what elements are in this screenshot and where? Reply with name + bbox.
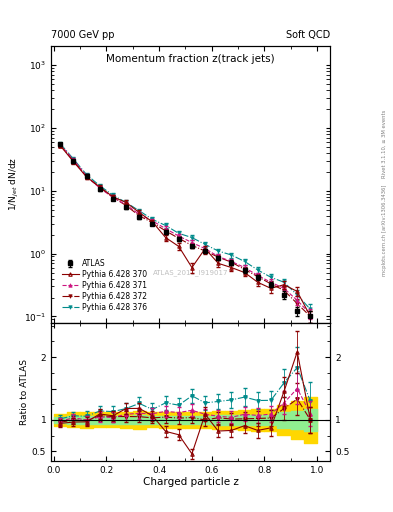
Pythia 6.428 371	[189, 240, 194, 246]
Pythia 6.428 371	[176, 233, 181, 239]
Pythia 6.428 371	[84, 173, 89, 179]
Pythia 6.428 370	[203, 246, 208, 252]
Text: mcplots.cern.ch [arXiv:1306.3436]: mcplots.cern.ch [arXiv:1306.3436]	[382, 185, 387, 276]
Pythia 6.428 371	[242, 265, 247, 271]
Pythia 6.428 370	[282, 282, 286, 288]
Pythia 6.428 370	[176, 243, 181, 249]
Y-axis label: Ratio to ATLAS: Ratio to ATLAS	[20, 359, 29, 424]
Pythia 6.428 371	[308, 311, 313, 317]
Pythia 6.428 371	[282, 285, 286, 291]
X-axis label: Charged particle z: Charged particle z	[143, 477, 239, 487]
Pythia 6.428 372	[97, 184, 102, 190]
Pythia 6.428 372	[176, 235, 181, 241]
Pythia 6.428 376	[203, 241, 208, 247]
Pythia 6.428 370	[84, 174, 89, 180]
Pythia 6.428 371	[110, 195, 115, 201]
Pythia 6.428 372	[216, 254, 220, 260]
Pythia 6.428 372	[150, 220, 155, 226]
Pythia 6.428 370	[308, 313, 313, 319]
Line: Pythia 6.428 371: Pythia 6.428 371	[59, 143, 312, 315]
Pythia 6.428 370	[255, 279, 260, 285]
Pythia 6.428 372	[268, 281, 273, 287]
Pythia 6.428 372	[203, 248, 208, 254]
Text: 7000 GeV pp: 7000 GeV pp	[51, 30, 115, 40]
Pythia 6.428 370	[110, 194, 115, 200]
Pythia 6.428 371	[137, 211, 141, 218]
Pythia 6.428 372	[295, 301, 299, 307]
Pythia 6.428 371	[58, 142, 62, 148]
Pythia 6.428 371	[268, 279, 273, 285]
Pythia 6.428 372	[124, 203, 129, 209]
Pythia 6.428 371	[71, 157, 76, 163]
Pythia 6.428 370	[189, 265, 194, 271]
Pythia 6.428 376	[84, 172, 89, 178]
Pythia 6.428 372	[282, 287, 286, 293]
Pythia 6.428 371	[255, 272, 260, 279]
Pythia 6.428 372	[110, 194, 115, 200]
Pythia 6.428 370	[229, 265, 234, 271]
Text: Rivet 3.1.10, ≥ 3M events: Rivet 3.1.10, ≥ 3M events	[382, 109, 387, 178]
Text: Momentum fraction z(track jets): Momentum fraction z(track jets)	[106, 54, 275, 65]
Pythia 6.428 370	[71, 159, 76, 165]
Pythia 6.428 371	[203, 246, 208, 252]
Text: ATLAS_2011_I919017: ATLAS_2011_I919017	[153, 269, 228, 276]
Pythia 6.428 372	[255, 273, 260, 280]
Pythia 6.428 376	[163, 222, 168, 228]
Pythia 6.428 371	[229, 259, 234, 265]
Pythia 6.428 376	[124, 200, 129, 206]
Legend: ATLAS, Pythia 6.428 370, Pythia 6.428 371, Pythia 6.428 372, Pythia 6.428 376: ATLAS, Pythia 6.428 370, Pythia 6.428 37…	[59, 256, 150, 315]
Line: Pythia 6.428 376: Pythia 6.428 376	[59, 142, 312, 311]
Pythia 6.428 376	[137, 208, 141, 214]
Pythia 6.428 372	[229, 259, 234, 265]
Pythia 6.428 370	[97, 184, 102, 190]
Pythia 6.428 372	[163, 228, 168, 234]
Pythia 6.428 370	[242, 269, 247, 275]
Pythia 6.428 376	[71, 156, 76, 162]
Pythia 6.428 376	[176, 230, 181, 237]
Pythia 6.428 370	[137, 209, 141, 216]
Pythia 6.428 370	[150, 219, 155, 225]
Pythia 6.428 372	[242, 266, 247, 272]
Pythia 6.428 371	[216, 253, 220, 260]
Pythia 6.428 376	[189, 234, 194, 241]
Pythia 6.428 376	[295, 292, 299, 298]
Pythia 6.428 370	[163, 234, 168, 241]
Pythia 6.428 376	[255, 267, 260, 273]
Pythia 6.428 371	[124, 202, 129, 208]
Pythia 6.428 372	[71, 158, 76, 164]
Pythia 6.428 376	[216, 248, 220, 254]
Pythia 6.428 372	[189, 242, 194, 248]
Pythia 6.428 376	[282, 279, 286, 285]
Pythia 6.428 371	[97, 185, 102, 191]
Pythia 6.428 376	[242, 259, 247, 265]
Pythia 6.428 371	[150, 218, 155, 224]
Pythia 6.428 376	[268, 274, 273, 281]
Y-axis label: 1/N$_{jet}$ dN/dz: 1/N$_{jet}$ dN/dz	[8, 157, 21, 211]
Pythia 6.428 370	[58, 143, 62, 149]
Pythia 6.428 372	[58, 142, 62, 148]
Pythia 6.428 370	[124, 200, 129, 206]
Text: Soft QCD: Soft QCD	[286, 30, 330, 40]
Pythia 6.428 371	[295, 297, 299, 304]
Pythia 6.428 372	[84, 174, 89, 180]
Line: Pythia 6.428 372: Pythia 6.428 372	[59, 143, 312, 318]
Pythia 6.428 370	[268, 285, 273, 291]
Pythia 6.428 376	[229, 252, 234, 258]
Pythia 6.428 370	[216, 260, 220, 266]
Pythia 6.428 372	[137, 212, 141, 219]
Pythia 6.428 371	[163, 225, 168, 231]
Pythia 6.428 376	[97, 183, 102, 189]
Pythia 6.428 376	[58, 141, 62, 147]
Pythia 6.428 376	[150, 217, 155, 223]
Pythia 6.428 376	[308, 306, 313, 312]
Pythia 6.428 376	[110, 192, 115, 198]
Line: Pythia 6.428 370: Pythia 6.428 370	[59, 144, 312, 318]
Pythia 6.428 372	[308, 313, 313, 319]
Pythia 6.428 370	[295, 288, 299, 294]
